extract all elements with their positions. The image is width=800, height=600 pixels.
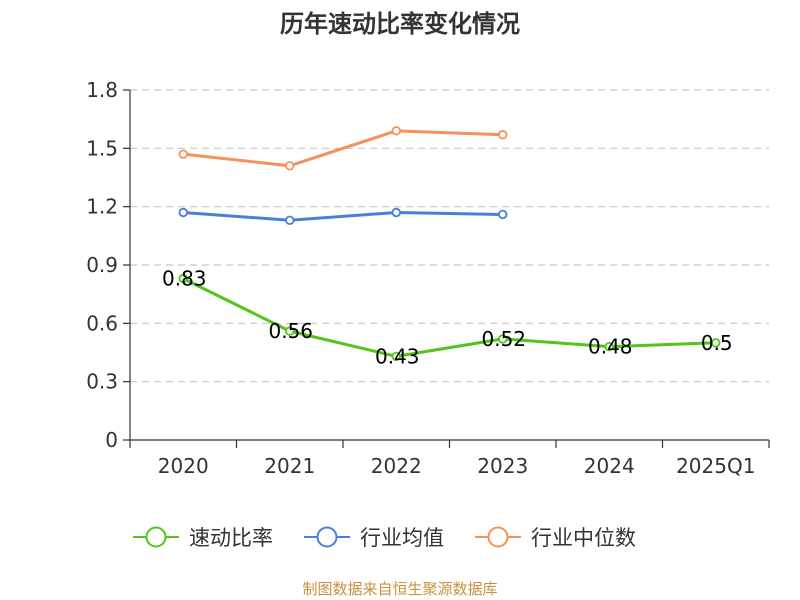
legend: 速动比率 行业均值 行业中位数 bbox=[133, 526, 636, 550]
y-tick-label: 1.2 bbox=[86, 195, 118, 219]
data-label: 0.52 bbox=[481, 327, 526, 351]
data-point bbox=[391, 351, 401, 362]
legend-marker bbox=[487, 526, 509, 548]
legend-marker bbox=[316, 526, 338, 548]
data-point bbox=[391, 207, 401, 218]
data-labels: 0.83 0.56 0.43 0.52 0.48 0.5 bbox=[162, 267, 733, 369]
x-tick-label: 2022 bbox=[371, 454, 422, 478]
data-point bbox=[498, 209, 508, 220]
data-point bbox=[178, 149, 188, 159]
data-point bbox=[285, 215, 295, 225]
data-point bbox=[285, 326, 295, 336]
data-point bbox=[285, 161, 295, 171]
y-tick-label: 0.6 bbox=[86, 311, 118, 335]
x-tick-label: 2024 bbox=[584, 454, 635, 478]
data-point bbox=[498, 130, 508, 140]
data-point bbox=[498, 334, 508, 344]
data-point bbox=[711, 338, 721, 348]
legend-label: 速动比率 bbox=[189, 526, 273, 550]
series-line bbox=[183, 211, 503, 222]
y-tick-label: 0.3 bbox=[86, 370, 118, 394]
y-tick-label: 0.9 bbox=[86, 253, 118, 277]
legend-marker bbox=[145, 526, 167, 548]
data-label: 0.83 bbox=[162, 267, 207, 291]
y-tick-label: 0 bbox=[105, 428, 118, 452]
axes: 0 0.3 0.6 0.9 1.2 1.5 1.8 2020 2021 2022 2023 2024 2… bbox=[86, 78, 770, 478]
data-label: 0.56 bbox=[268, 319, 313, 343]
legend-label: 行业均值 bbox=[360, 526, 444, 550]
grid-lines bbox=[130, 89, 769, 383]
series bbox=[178, 126, 721, 362]
series-line bbox=[182, 277, 716, 358]
x-tick-label: 2025Q1 bbox=[676, 454, 755, 478]
y-tick-label: 1.5 bbox=[86, 136, 118, 160]
data-point bbox=[178, 273, 188, 284]
source-note: 制图数据来自恒生聚源数据库 bbox=[302, 580, 497, 598]
series-line bbox=[183, 129, 503, 168]
x-tick-label: 2023 bbox=[477, 454, 528, 478]
data-point bbox=[178, 207, 188, 218]
data-point bbox=[604, 341, 614, 352]
data-label: 0.48 bbox=[588, 335, 633, 359]
legend-label: 行业中位数 bbox=[531, 526, 636, 550]
x-tick-label: 2020 bbox=[158, 454, 209, 478]
data-label: 0.43 bbox=[375, 344, 420, 368]
data-point bbox=[391, 126, 401, 136]
chart-title: 历年速动比率变化情况 bbox=[280, 10, 520, 38]
y-tick-label: 1.8 bbox=[86, 78, 118, 102]
data-label: 0.5 bbox=[701, 331, 733, 355]
x-tick-label: 2021 bbox=[264, 454, 315, 478]
